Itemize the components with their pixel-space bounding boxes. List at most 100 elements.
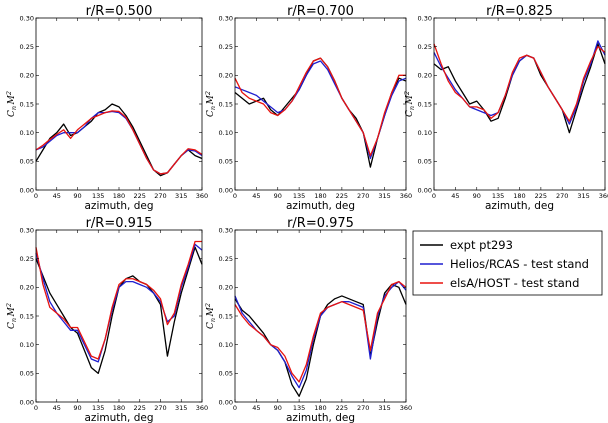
panel-3: r/R=0.825 0 45 90 135 180 225 270 315 360 0.00 0.05… bbox=[403, 4, 608, 212]
x-tick-label: 90 bbox=[274, 404, 282, 412]
x-tick-label: 360 bbox=[196, 192, 208, 200]
series-line-1 bbox=[35, 246, 203, 374]
series-line-2 bbox=[35, 243, 203, 363]
x-tick-label: 90 bbox=[274, 192, 282, 200]
x-tick-label: 0 bbox=[233, 404, 237, 412]
y-label-sup: 2 bbox=[403, 91, 411, 96]
x-tick-label: 45 bbox=[53, 404, 61, 412]
x-tick-label: 45 bbox=[451, 192, 459, 200]
panel-title: r/R=0.975 bbox=[287, 216, 354, 231]
x-tick-label: 360 bbox=[196, 404, 208, 412]
x-tick-label: 135 bbox=[92, 404, 104, 412]
y-tick-label: 0.10 bbox=[219, 341, 233, 349]
series-line-3 bbox=[433, 43, 606, 122]
y-label-m: M bbox=[206, 94, 216, 105]
x-tick-label: 315 bbox=[378, 192, 390, 200]
x-tick-label: 180 bbox=[113, 404, 125, 412]
y-tick-label: 0.25 bbox=[418, 43, 432, 51]
series-line-3 bbox=[35, 110, 203, 175]
x-tick-label: 45 bbox=[252, 404, 260, 412]
x-axis-label: azimuth, deg bbox=[485, 200, 554, 212]
x-tick-label: 135 bbox=[92, 192, 104, 200]
y-tick-label: 0.05 bbox=[20, 158, 34, 166]
x-tick-label: 225 bbox=[535, 192, 547, 200]
x-tick-label: 315 bbox=[378, 404, 390, 412]
y-tick-label: 0.30 bbox=[20, 14, 34, 22]
y-label-main: C bbox=[206, 322, 216, 329]
y-tick-label: 0.20 bbox=[219, 72, 233, 80]
y-tick-label: 0.15 bbox=[219, 312, 233, 320]
y-tick-label: 0.30 bbox=[20, 226, 34, 234]
y-label-m: M bbox=[405, 94, 415, 105]
y-tick-label: 0.00 bbox=[20, 186, 34, 194]
series-line-3 bbox=[234, 57, 406, 157]
y-tick-label: 0.20 bbox=[219, 284, 233, 292]
y-tick-label: 0.00 bbox=[219, 398, 233, 406]
x-tick-label: 270 bbox=[154, 192, 166, 200]
panel-title: r/R=0.915 bbox=[86, 216, 153, 231]
panel-4: r/R=0.915 0 45 90 135 180 225 270 315 360 0.00 0.05… bbox=[5, 216, 208, 423]
x-tick-label: 0 bbox=[233, 192, 237, 200]
legend-label: elsA/HOST - test stand bbox=[450, 276, 579, 290]
y-tick-label: 0.25 bbox=[219, 43, 233, 51]
x-tick-label: 360 bbox=[400, 404, 412, 412]
series-line-3 bbox=[35, 240, 202, 360]
x-tick-label: 90 bbox=[73, 192, 81, 200]
y-label-sub: n bbox=[209, 318, 217, 322]
y-tick-label: 0.05 bbox=[418, 158, 432, 166]
panel-title: r/R=0.700 bbox=[287, 4, 354, 19]
y-tick-label: 0.20 bbox=[20, 72, 34, 80]
y-tick-label: 0.15 bbox=[219, 100, 233, 108]
x-tick-label: 180 bbox=[314, 192, 326, 200]
x-tick-label: 225 bbox=[134, 404, 146, 412]
x-tick-label: 135 bbox=[492, 192, 504, 200]
y-tick-label: 0.20 bbox=[20, 284, 34, 292]
y-tick-label: 0.25 bbox=[20, 43, 34, 51]
x-tick-label: 315 bbox=[577, 192, 589, 200]
y-axis-label: CnM2 bbox=[5, 303, 18, 329]
x-tick-label: 90 bbox=[473, 192, 481, 200]
y-tick-label: 0.30 bbox=[219, 14, 233, 22]
y-tick-label: 0.15 bbox=[20, 312, 34, 320]
x-tick-label: 180 bbox=[314, 404, 326, 412]
x-tick-label: 270 bbox=[154, 404, 166, 412]
x-axis-label: azimuth, deg bbox=[85, 200, 154, 212]
x-tick-label: 315 bbox=[175, 192, 187, 200]
y-label-sup: 2 bbox=[5, 303, 13, 308]
y-tick-label: 0.10 bbox=[219, 129, 233, 137]
x-tick-label: 225 bbox=[134, 192, 146, 200]
legend-label: expt pt293 bbox=[450, 238, 513, 252]
y-label-m: M bbox=[206, 306, 216, 317]
series-line-1 bbox=[433, 43, 606, 134]
axes-frame bbox=[35, 17, 203, 191]
y-label-main: C bbox=[405, 110, 415, 117]
series-line-1 bbox=[35, 103, 203, 177]
panel-1: r/R=0.500 0 45 90 135 180 225 270 315 360 0.00 0.05… bbox=[5, 4, 208, 212]
y-label-sub: n bbox=[408, 106, 416, 110]
axes-frame bbox=[433, 17, 606, 191]
y-tick-label: 0.15 bbox=[418, 100, 432, 108]
y-label-m: M bbox=[7, 94, 17, 105]
y-tick-label: 0.10 bbox=[20, 341, 34, 349]
x-axis-label: azimuth, deg bbox=[85, 412, 154, 423]
y-tick-label: 0.05 bbox=[219, 158, 233, 166]
y-tick-label: 0.25 bbox=[219, 255, 233, 263]
x-tick-label: 270 bbox=[556, 192, 568, 200]
y-label-sup: 2 bbox=[204, 303, 212, 308]
legend: expt pt293 Helios/RCAS - test stand elsA/H… bbox=[412, 230, 603, 296]
legend-box bbox=[412, 230, 603, 296]
legend-label: Helios/RCAS - test stand bbox=[450, 257, 589, 271]
y-tick-label: 0.15 bbox=[20, 100, 34, 108]
y-label-main: C bbox=[206, 110, 216, 117]
x-tick-label: 90 bbox=[73, 404, 81, 412]
x-tick-label: 270 bbox=[357, 404, 369, 412]
y-label-main: C bbox=[7, 110, 17, 117]
y-label-sup: 2 bbox=[204, 91, 212, 96]
y-label-m: M bbox=[7, 306, 17, 317]
y-label-sub: n bbox=[209, 106, 217, 110]
y-tick-label: 0.30 bbox=[418, 14, 432, 22]
y-tick-label: 0.00 bbox=[418, 186, 432, 194]
y-tick-label: 0.10 bbox=[20, 129, 34, 137]
series-line-2 bbox=[35, 110, 203, 175]
